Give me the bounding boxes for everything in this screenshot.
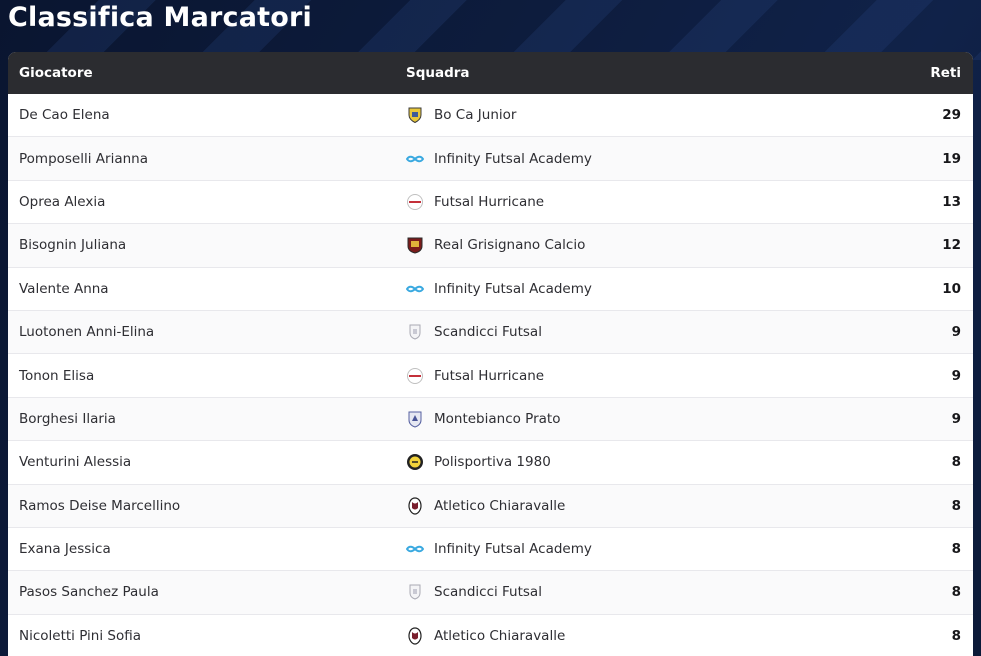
- goals-count: 9: [951, 367, 961, 384]
- team-name: Atletico Chiaravalle: [434, 627, 566, 644]
- goals-count: 12: [942, 237, 961, 254]
- team-name: Polisportiva 1980: [434, 454, 551, 471]
- goals-count: 8: [951, 497, 961, 514]
- futsal-hurricane-crest-icon: [406, 367, 424, 385]
- table-row[interactable]: Pomposelli Arianna Infinity Futsal Academ…: [8, 137, 973, 181]
- team-cell: Atletico Chiaravalle: [406, 497, 853, 515]
- table-row[interactable]: Ramos Deise Marcellino Atletico Chiaraval…: [8, 484, 973, 528]
- team-cell: Scandicci Futsal: [406, 583, 853, 601]
- table-row[interactable]: Oprea Alexia Futsal Hurricane 13: [8, 181, 973, 225]
- team-name: Futsal Hurricane: [434, 193, 545, 210]
- scandicci-futsal-crest-icon: [406, 583, 424, 601]
- table-row[interactable]: Borghesi Ilaria Montebianco Prato 9: [8, 397, 973, 442]
- table-row[interactable]: Valente Anna Infinity Futsal Academy 10: [8, 268, 973, 311]
- table-row[interactable]: Nicoletti Pini Sofia Atletico Chiaravalle…: [8, 615, 973, 656]
- player-name: Venturini Alessia: [19, 454, 132, 471]
- table-row[interactable]: Luotonen Anni-Elina Scandicci Futsal 9: [8, 310, 973, 355]
- team-name: Real Grisignano Calcio: [434, 237, 586, 254]
- goals-count: 8: [951, 454, 961, 471]
- team-name: Scandicci Futsal: [434, 584, 542, 601]
- goals-count: 9: [951, 410, 961, 427]
- player-name: Nicoletti Pini Sofia: [19, 627, 142, 644]
- goals-count: 9: [951, 324, 961, 341]
- goals-count: 19: [942, 150, 961, 167]
- column-header-player[interactable]: Giocatore: [19, 65, 93, 81]
- goals-count: 13: [942, 193, 961, 210]
- team-name: Atletico Chiaravalle: [434, 497, 566, 514]
- team-cell: Real Grisignano Calcio: [406, 236, 853, 254]
- goals-count: 8: [951, 627, 961, 644]
- infinity-futsal-academy-crest-icon: [406, 540, 424, 558]
- team-name: Infinity Futsal Academy: [434, 150, 592, 167]
- team-cell: Infinity Futsal Academy: [406, 150, 853, 168]
- montebianco-prato-crest-icon: [406, 410, 424, 428]
- futsal-hurricane-crest-icon: [406, 193, 424, 211]
- team-cell: Polisportiva 1980: [406, 453, 853, 471]
- team-cell: Infinity Futsal Academy: [406, 540, 853, 558]
- team-cell: Scandicci Futsal: [406, 323, 853, 341]
- team-cell: Bo Ca Junior: [406, 106, 853, 124]
- table-row[interactable]: Tonon Elisa Futsal Hurricane 9: [8, 354, 973, 398]
- goals-count: 8: [951, 584, 961, 601]
- team-name: Bo Ca Junior: [434, 107, 517, 124]
- player-name: Tonon Elisa: [19, 367, 95, 384]
- team-cell: Futsal Hurricane: [406, 193, 853, 211]
- player-name: Pasos Sanchez Paula: [19, 584, 159, 601]
- player-name: Valente Anna: [19, 280, 109, 297]
- player-name: Exana Jessica: [19, 541, 111, 558]
- player-name: Bisognin Juliana: [19, 237, 127, 254]
- player-name: Borghesi Ilaria: [19, 410, 116, 427]
- scorers-table: Giocatore Squadra Reti De Cao Elena Bo Ca…: [8, 52, 973, 656]
- table-row[interactable]: Pasos Sanchez Paula Scandicci Futsal 8: [8, 571, 973, 615]
- team-name: Scandicci Futsal: [434, 324, 542, 341]
- team-cell: Atletico Chiaravalle: [406, 627, 853, 645]
- table-row[interactable]: De Cao Elena Bo Ca Junior 29: [8, 94, 973, 138]
- table-header: Giocatore Squadra Reti: [8, 52, 973, 94]
- table-body: De Cao Elena Bo Ca Junior 29 Pomposelli Ari…: [8, 94, 973, 656]
- goals-count: 8: [951, 541, 961, 558]
- goals-count: 10: [942, 280, 961, 297]
- player-name: Luotonen Anni-Elina: [19, 324, 155, 341]
- player-name: Pomposelli Arianna: [19, 150, 148, 167]
- scandicci-futsal-crest-icon: [406, 323, 424, 341]
- team-name: Infinity Futsal Academy: [434, 541, 592, 558]
- bo-ca-junior-crest-icon: [406, 106, 424, 124]
- team-name: Infinity Futsal Academy: [434, 280, 592, 297]
- player-name: Oprea Alexia: [19, 193, 106, 210]
- atletico-chiaravalle-crest-icon: [406, 627, 424, 645]
- infinity-futsal-academy-crest-icon: [406, 150, 424, 168]
- column-header-team[interactable]: Squadra: [406, 65, 470, 81]
- infinity-futsal-academy-crest-icon: [406, 280, 424, 298]
- team-name: Futsal Hurricane: [434, 367, 545, 384]
- team-cell: Infinity Futsal Academy: [406, 280, 853, 298]
- table-row[interactable]: Bisognin Juliana Real Grisignano Calcio 12: [8, 224, 973, 268]
- table-row[interactable]: Venturini Alessia Polisportiva 1980 8: [8, 441, 973, 485]
- player-name: De Cao Elena: [19, 107, 110, 124]
- team-name: Montebianco Prato: [434, 410, 561, 427]
- player-name: Ramos Deise Marcellino: [19, 497, 181, 514]
- goals-count: 29: [942, 107, 961, 124]
- atletico-chiaravalle-crest-icon: [406, 497, 424, 515]
- table-row[interactable]: Exana Jessica Infinity Futsal Academy 8: [8, 528, 973, 572]
- column-header-goals[interactable]: Reti: [930, 65, 961, 81]
- real-grisignano-crest-icon: [406, 236, 424, 254]
- page-title: Classifica Marcatori: [8, 2, 312, 33]
- team-cell: Montebianco Prato: [406, 410, 853, 428]
- polisportiva-1980-crest-icon: [406, 453, 424, 471]
- team-cell: Futsal Hurricane: [406, 367, 853, 385]
